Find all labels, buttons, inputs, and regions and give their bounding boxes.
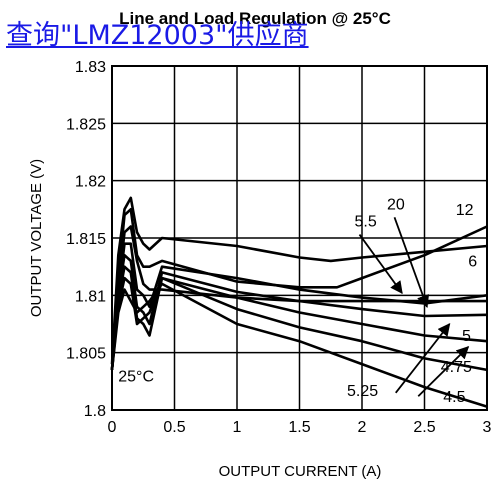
annotation-label: 20 (387, 196, 405, 213)
x-tick-label: 3 (483, 419, 492, 436)
annotation-label: 5.25 (347, 383, 378, 400)
annotation-arrow (393, 217, 430, 308)
annotation-label: 25°C (118, 368, 154, 385)
y-tick-label: 1.815 (66, 231, 106, 248)
x-tick-label: 0 (108, 419, 117, 436)
annotation-label: 5 (462, 328, 471, 345)
x-tick-label: 2.5 (413, 419, 435, 436)
grid (111, 65, 488, 411)
y-tick-label: 1.805 (66, 346, 106, 363)
x-axis-label: OUTPUT CURRENT (A) (219, 463, 382, 480)
series-line-5.5 (110, 242, 488, 371)
annotation-arrow (358, 234, 403, 295)
annotation-label: 6 (468, 254, 477, 271)
annotation-label: 5.5 (355, 214, 377, 231)
series-line-5.25 (110, 253, 488, 371)
series-line-4.5 (110, 282, 488, 408)
y-tick-label: 1.83 (75, 59, 106, 76)
annotations: 25°C 20 12 5.5 6 5 4.75 5.25 4.5 (118, 196, 477, 406)
annotation-arrow (395, 323, 451, 394)
y-tick-labels: 1.8 1.805 1.81 1.815 1.82 1.825 1.83 (66, 59, 106, 420)
series-line-4.75 (110, 276, 488, 372)
annotation-arrow (417, 346, 470, 397)
chart-title: Line and Load Regulation @ 25°C (119, 9, 391, 28)
y-tick-label: 1.81 (75, 288, 106, 305)
x-tick-labels: 0 0.5 1 1.5 2 2.5 3 (108, 419, 492, 436)
series-line-12 (110, 208, 488, 370)
x-tick-label: 1 (233, 419, 242, 436)
x-tick-label: 0.5 (163, 419, 185, 436)
annotation-label: 4.5 (443, 389, 465, 406)
annotation-label: 12 (456, 202, 474, 219)
supplier-query-link[interactable]: 查询"LMZ12003"供应商 (6, 20, 309, 51)
series-line-5 (110, 265, 488, 371)
series-line-6 (110, 225, 487, 371)
series-lines (110, 196, 488, 408)
y-tick-label: 1.825 (66, 116, 106, 133)
y-tick-label: 1.8 (84, 403, 106, 420)
annotation-arrows (358, 217, 470, 397)
x-tick-label: 1.5 (288, 419, 310, 436)
y-axis-label: OUTPUT VOLTAGE (V) (28, 159, 45, 317)
series-line-20 (110, 196, 488, 365)
x-tick-label: 2 (358, 419, 367, 436)
annotation-label: 4.75 (441, 359, 472, 376)
y-tick-label: 1.82 (75, 174, 106, 191)
plot-frame (111, 65, 488, 411)
